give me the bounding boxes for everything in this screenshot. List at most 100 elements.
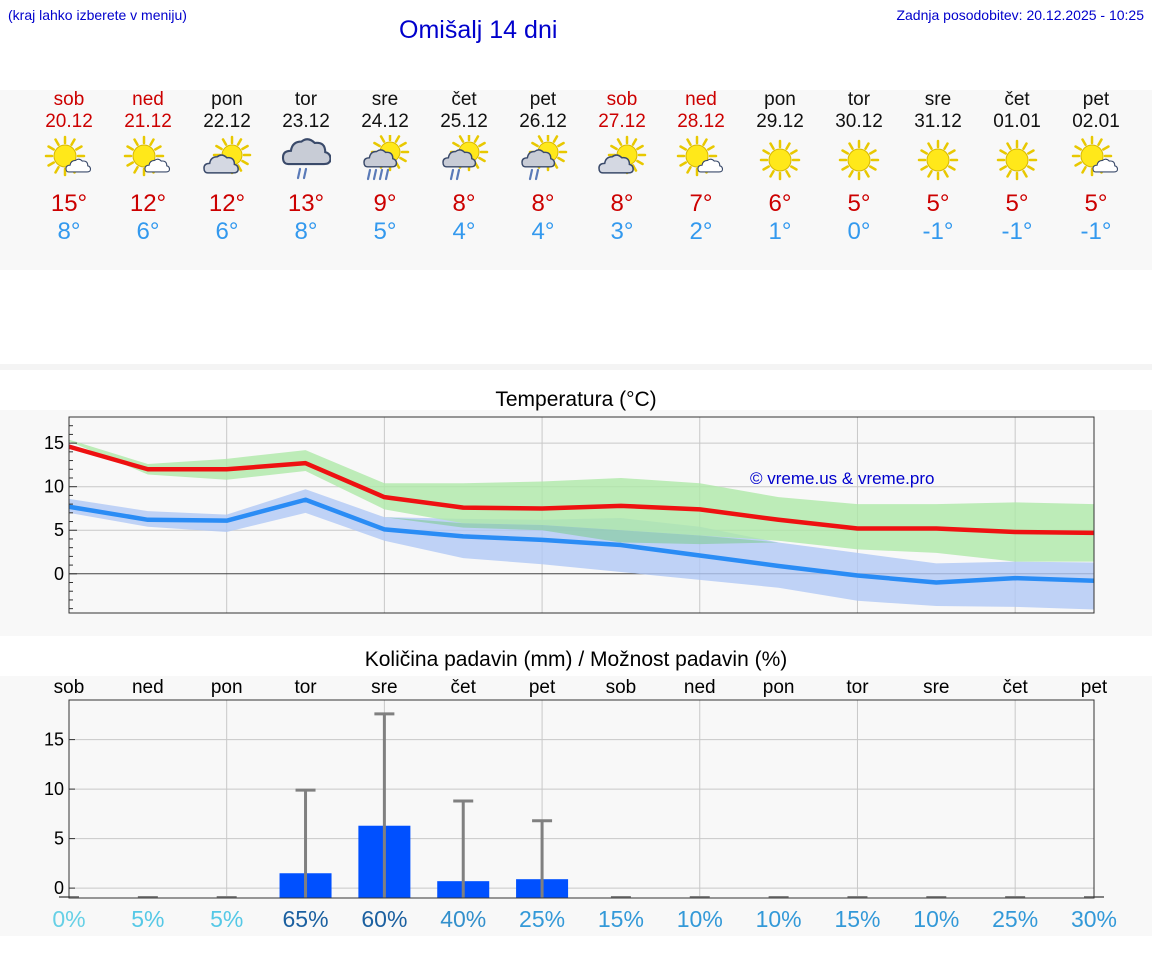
cloud-rain-icon — [281, 138, 331, 180]
day-date: 27.12 — [598, 111, 646, 132]
max-temperature: 15° — [50, 190, 88, 217]
sun-cloud-heavy-rain-icon — [363, 135, 410, 181]
category-label: tor — [294, 677, 317, 698]
cloud-sun-icon — [203, 135, 252, 175]
day-name: čet — [451, 89, 477, 110]
min-temperature: 8° — [57, 218, 81, 245]
sun-icon — [996, 139, 1038, 181]
plot-frame — [68, 416, 1095, 614]
category-label: sre — [923, 677, 949, 698]
day-column: sre 31.12 5° -1° — [898, 89, 978, 246]
max-temperature: 12° — [129, 190, 167, 217]
precipitation-probability: 40% — [440, 906, 486, 932]
plot-frame — [68, 699, 1095, 899]
day-column: tor 30.12 5° 0° — [819, 89, 899, 246]
y-tick-label: 15 — [44, 730, 64, 750]
y-tick-label: 5 — [54, 829, 64, 849]
day-name: tor — [294, 89, 318, 110]
max-temperature: 7° — [689, 190, 713, 217]
day-column: sre 24.12 9° 5° — [345, 89, 425, 246]
precipitation-probability: 15% — [834, 906, 880, 932]
y-tick-label: 0 — [54, 564, 64, 584]
day-date: 28.12 — [677, 111, 725, 132]
max-temperature: 8° — [610, 190, 634, 217]
day-column: pet 26.12 8° 4° — [503, 89, 583, 246]
last-updated: Zadnja posodobitev: 20.12.2025 - 10:25 — [896, 7, 1144, 23]
precipitation-probability: 5% — [131, 906, 164, 932]
min-temperature-band — [69, 489, 1094, 610]
page-title: Omišalj 14 dni — [399, 16, 558, 44]
max-temperature: 5° — [847, 190, 871, 217]
precipitation-probability: 0% — [52, 906, 85, 932]
max-temperature: 6° — [768, 190, 792, 217]
day-name: sob — [53, 89, 85, 110]
day-name: sob — [606, 89, 638, 110]
precipitation-probability: 25% — [519, 906, 565, 932]
forecast-strip — [0, 90, 1152, 270]
day-date: 02.01 — [1072, 111, 1120, 132]
day-column: pon 29.12 6° 1° — [740, 89, 820, 246]
max-temperature: 13° — [287, 190, 325, 217]
min-temperature: 4° — [531, 218, 555, 245]
precipitation-probability: 10% — [677, 906, 723, 932]
separator-band — [0, 364, 1152, 370]
category-label: ned — [132, 677, 164, 698]
category-label: pon — [763, 677, 795, 698]
category-label: pet — [529, 677, 556, 698]
day-column: pon 22.12 12° 6° — [187, 89, 267, 246]
precipitation-chart-title: Količina padavin (mm) / Možnost padavin … — [364, 648, 788, 671]
y-tick-label: 0 — [54, 878, 64, 898]
sun-cloud-icon — [676, 135, 724, 177]
precipitation-probability: 10% — [913, 906, 959, 932]
cloud-sun-icon — [598, 135, 647, 175]
day-date: 22.12 — [203, 111, 251, 132]
sun-icon — [838, 139, 880, 181]
sun-cloud-rain-icon — [521, 135, 568, 181]
location-hint: (kraj lahko izberete v meniju) — [8, 7, 187, 23]
day-name: pon — [764, 89, 796, 110]
y-tick-label: 5 — [54, 520, 64, 540]
watermark: © vreme.us & vreme.pro — [750, 469, 934, 488]
max-temperature: 5° — [1084, 190, 1108, 217]
y-tick-label: 10 — [44, 477, 64, 497]
day-name: pet — [529, 89, 557, 110]
category-label: čet — [451, 677, 477, 698]
min-temperature: -1° — [922, 218, 954, 245]
y-tick-label: 10 — [44, 779, 64, 799]
y-tick-label: 15 — [44, 433, 64, 453]
day-date: 24.12 — [361, 111, 409, 132]
max-temperature: 5° — [926, 190, 950, 217]
day-name: sre — [924, 89, 952, 110]
precipitation-probability: 65% — [283, 906, 329, 932]
min-temperature: 5° — [373, 218, 397, 245]
temperature-chart: 0 5 10 15 © vreme.us & vreme.pro — [44, 416, 1095, 614]
day-name: sre — [371, 89, 399, 110]
precipitation-probability: 5% — [210, 906, 243, 932]
category-label: sre — [371, 677, 397, 698]
day-date: 25.12 — [440, 111, 488, 132]
sun-icon — [759, 139, 801, 181]
day-name: čet — [1004, 89, 1030, 110]
min-temperature: -1° — [1001, 218, 1033, 245]
sun-cloud-icon — [44, 135, 92, 177]
category-label: sob — [606, 677, 637, 698]
day-column: pet 02.01 5° -1° — [1056, 89, 1136, 246]
precipitation-probability: 30% — [1071, 906, 1117, 932]
day-column: čet 01.01 5° -1° — [977, 89, 1057, 246]
sun-cloud-icon — [123, 135, 171, 177]
day-date: 29.12 — [756, 111, 804, 132]
day-column: tor 23.12 13° 8° — [266, 89, 346, 246]
category-label: tor — [846, 677, 869, 698]
day-column: sob 20.12 15° 8° — [29, 89, 109, 246]
min-temperature: 8° — [294, 218, 318, 245]
min-temperature: 3° — [610, 218, 634, 245]
sun-icon — [917, 139, 959, 181]
day-column: sob 27.12 8° 3° — [582, 89, 662, 246]
day-name: pet — [1082, 89, 1110, 110]
category-label: pet — [1081, 677, 1108, 698]
category-label: čet — [1002, 677, 1028, 698]
category-label: sob — [54, 677, 85, 698]
day-date: 01.01 — [993, 111, 1041, 132]
min-temperature: 1° — [768, 218, 792, 245]
day-date: 20.12 — [45, 111, 93, 132]
